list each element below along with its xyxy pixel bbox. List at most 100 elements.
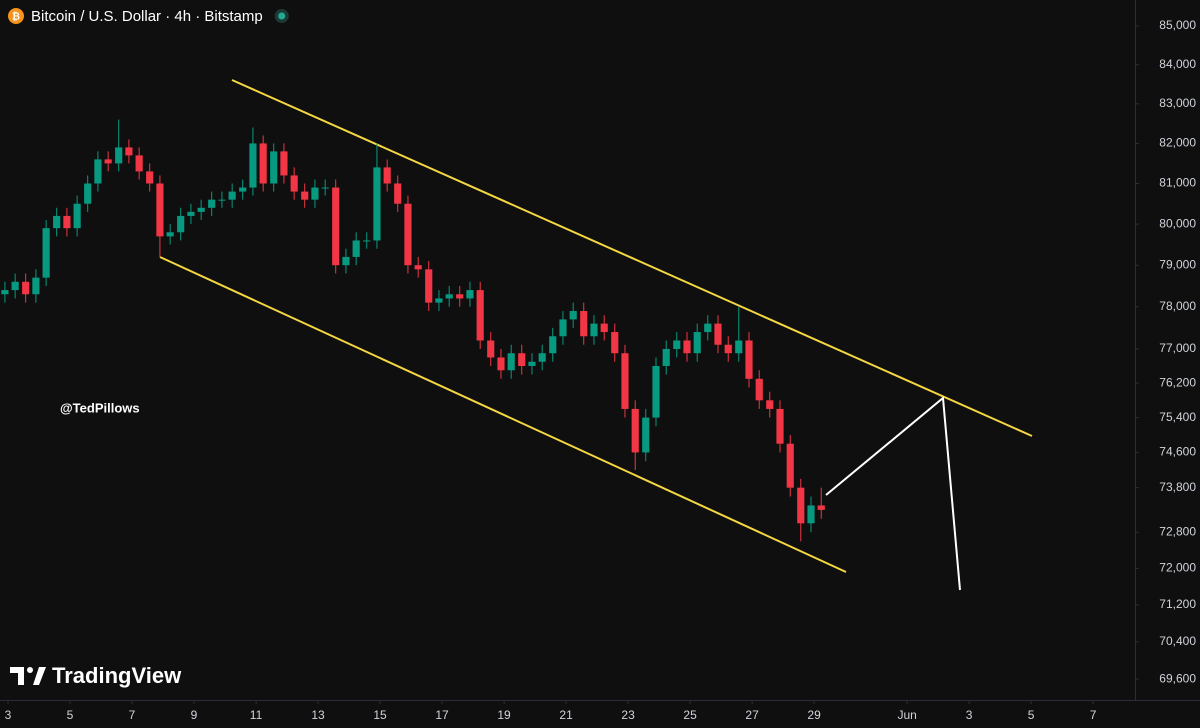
y-tick-label: 76,200 <box>1159 375 1196 389</box>
channel-drawings <box>159 79 1033 591</box>
candle-body <box>797 487 805 524</box>
candle-body <box>776 408 784 444</box>
candle-body <box>807 505 815 524</box>
candle-body <box>476 290 484 341</box>
candle-body <box>673 340 681 349</box>
y-tick-label: 80,000 <box>1159 216 1196 230</box>
candle-body <box>766 400 774 409</box>
x-tick-label: 5 <box>67 708 74 722</box>
x-tick-label: 13 <box>311 708 325 722</box>
x-tick-label: 19 <box>497 708 511 722</box>
candle-body <box>786 443 794 488</box>
candle-body <box>1 290 9 295</box>
candle-body <box>352 240 360 257</box>
x-tick-label: 15 <box>373 708 387 722</box>
x-tick-label: 27 <box>745 708 759 722</box>
x-tick-label: 7 <box>129 708 136 722</box>
candle-body <box>394 183 402 204</box>
candle-body <box>228 191 236 200</box>
candle-body <box>611 332 619 354</box>
candle-body <box>280 151 288 176</box>
x-tick-label: 17 <box>435 708 449 722</box>
candle-body <box>621 353 629 409</box>
x-tick-label: 3 <box>5 708 12 722</box>
candle-body <box>135 155 143 172</box>
candle-body <box>445 294 453 299</box>
candle-body <box>373 167 381 241</box>
candle-body <box>590 323 598 337</box>
candle-body <box>42 228 50 278</box>
y-tick-label: 70,400 <box>1159 634 1196 648</box>
candle-body <box>11 281 19 291</box>
candle-body <box>580 311 588 337</box>
candle-body <box>538 353 546 362</box>
x-tick-label: 23 <box>621 708 635 722</box>
candle-body <box>569 311 577 320</box>
brand-name: TradingView <box>52 663 182 688</box>
x-tick-label: 7 <box>1090 708 1097 722</box>
y-tick-label: 79,000 <box>1159 257 1196 271</box>
candle-body <box>456 294 464 299</box>
candle-body <box>197 207 205 212</box>
candle-body <box>735 340 743 354</box>
projection-path <box>825 396 961 591</box>
candle-body <box>714 323 722 345</box>
candle-body <box>125 147 133 156</box>
candle-body <box>631 408 639 453</box>
y-tick-label: 73,800 <box>1159 480 1196 494</box>
x-tick-label: 9 <box>191 708 198 722</box>
candle-body <box>745 340 753 379</box>
candle-body <box>94 159 102 184</box>
candle-body <box>404 203 412 266</box>
chart-title: Bitcoin / U.S. Dollar · 4h · Bitstamp <box>31 8 263 25</box>
y-tick-label: 74,600 <box>1159 445 1196 459</box>
candle-body <box>270 151 278 184</box>
candle-body <box>425 269 433 303</box>
y-tick-label: 72,000 <box>1159 561 1196 575</box>
status-indicator-core <box>278 12 286 20</box>
candle-body <box>146 171 154 184</box>
y-tick-label: 77,000 <box>1159 341 1196 355</box>
y-tick-label: 84,000 <box>1159 57 1196 71</box>
watermark: @TedPillows <box>60 400 140 415</box>
y-tick-label: 83,000 <box>1159 96 1196 110</box>
brand-logo-mark <box>10 667 24 685</box>
y-tick-label: 71,200 <box>1159 597 1196 611</box>
candle-body <box>600 323 608 333</box>
candle-body <box>693 332 701 354</box>
candle-body <box>652 365 660 418</box>
candles <box>1 119 825 542</box>
candle-body <box>755 378 763 401</box>
candle-body <box>32 277 40 295</box>
x-tick-label: Jun <box>897 708 916 722</box>
y-tick-label: 72,800 <box>1159 524 1196 538</box>
candle-body <box>73 203 81 229</box>
brand-logo-mark <box>33 667 46 685</box>
y-tick-label: 82,000 <box>1159 136 1196 150</box>
candle-body <box>662 348 670 366</box>
bitcoin-icon-glyph: ₿ <box>12 11 20 23</box>
candle-body <box>724 344 732 354</box>
candle-body <box>301 191 309 200</box>
x-tick-label: 5 <box>1028 708 1035 722</box>
candle-body <box>383 167 391 184</box>
channel-upper <box>231 79 1033 437</box>
candle-body <box>259 143 267 184</box>
candle-body <box>22 281 30 295</box>
candle-body <box>528 361 536 366</box>
y-tick-label: 85,000 <box>1159 18 1196 32</box>
candle-body <box>559 319 567 337</box>
candle-body <box>311 187 319 200</box>
candle-body <box>53 215 61 229</box>
candle-body <box>487 340 495 358</box>
y-tick-label: 75,400 <box>1159 410 1196 424</box>
channel-lower <box>159 256 847 573</box>
candle-body <box>115 147 123 164</box>
candle-body <box>497 357 505 371</box>
candle-body <box>208 199 216 208</box>
candle-body <box>321 187 329 189</box>
candle-body <box>332 187 340 266</box>
candle-body <box>704 323 712 333</box>
y-tick-label: 81,000 <box>1159 176 1196 190</box>
